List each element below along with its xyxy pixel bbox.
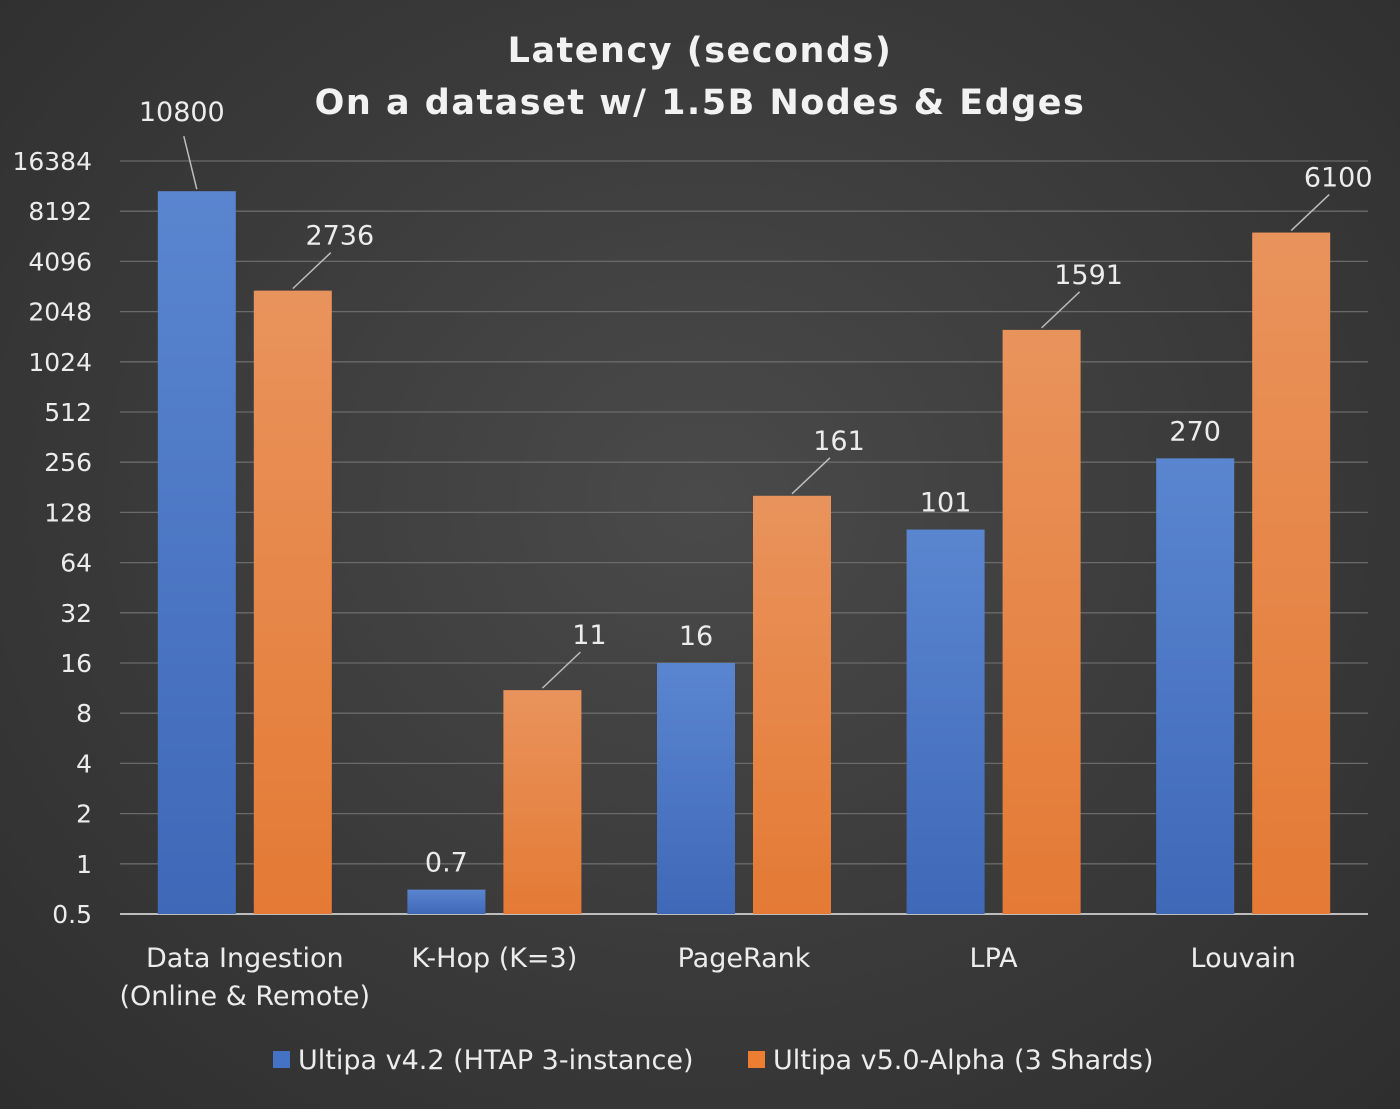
legend: Ultipa v4.2 (HTAP 3-instance) Ultipa v5.0… <box>273 1045 1154 1076</box>
y-tick-label: 128 <box>44 498 92 527</box>
y-tick-label: 256 <box>44 448 92 477</box>
chart-title-line-2: On a dataset w/ 1.5B Nodes & Edges <box>315 83 1086 123</box>
legend-label-orange: Ultipa v5.0-Alpha (3 Shards) <box>773 1045 1154 1076</box>
bar-blue-4 <box>906 529 985 914</box>
data-label-leader <box>183 136 198 190</box>
y-tick-label: 16384 <box>12 147 92 176</box>
chart-title-line-1: Latency (seconds) <box>508 31 893 71</box>
bar-blue-5 <box>1156 458 1235 914</box>
data-label-leader <box>1041 291 1081 329</box>
bar-orange-5 <box>1252 232 1331 914</box>
category-label-1: Data Ingestion <box>146 943 344 974</box>
data-label-blue-1: 10800 <box>139 97 225 128</box>
data-label-blue-2: 0.7 <box>425 848 468 879</box>
y-tick-label: 64 <box>60 549 92 578</box>
data-label-orange-5: 6100 <box>1304 163 1373 194</box>
data-label-orange-2: 11 <box>572 620 606 651</box>
data-label-blue-5: 270 <box>1169 416 1221 447</box>
y-tick-label: 1 <box>76 850 92 879</box>
data-label-blue-4: 101 <box>920 488 972 519</box>
bar-orange-2 <box>503 690 582 914</box>
data-label-orange-1: 2736 <box>305 221 374 252</box>
data-label-leader <box>292 252 332 290</box>
bar-orange-4 <box>1002 329 1081 914</box>
y-tick-label: 4096 <box>28 247 92 276</box>
category-label-2: K-Hop (K=3) <box>412 943 578 974</box>
legend-swatch-blue <box>273 1051 290 1068</box>
y-tick-label: 8192 <box>28 197 92 226</box>
data-labels: 10800 2736 0.7 11 16 161 101 1591 270 6100 <box>139 97 1373 878</box>
data-label-leader <box>541 651 581 689</box>
y-tick-label: 512 <box>44 398 92 427</box>
bar-blue-2 <box>407 889 486 914</box>
category-label-5: Louvain <box>1191 943 1296 974</box>
y-tick-label: 16 <box>60 649 92 678</box>
y-tick-label: 4 <box>76 749 92 778</box>
bar-orange-1 <box>253 290 332 915</box>
y-tick-label: 32 <box>60 599 92 628</box>
category-label-4: LPA <box>970 943 1019 974</box>
legend-swatch-orange <box>748 1051 765 1068</box>
data-label-leader <box>791 457 831 495</box>
legend-label-blue: Ultipa v4.2 (HTAP 3-instance) <box>298 1045 694 1076</box>
data-label-leader <box>1290 194 1330 232</box>
data-label-orange-3: 161 <box>813 426 865 457</box>
y-tick-label: 8 <box>76 699 92 728</box>
category-label-1: (Online & Remote) <box>120 981 371 1012</box>
y-tick-label: 1024 <box>28 348 92 377</box>
y-tick-label: 2048 <box>28 298 92 327</box>
bars <box>157 191 1331 915</box>
y-tick-label: 0.5 <box>52 900 92 929</box>
y-axis-tick-labels: 0.5 1 2 4 8 16 32 64 128 256 512 1024 2048 4096 8192 16… <box>12 147 92 929</box>
bar-blue-3 <box>657 663 735 914</box>
chart-title: Latency (seconds) On a dataset w/ 1.5B No… <box>315 31 1086 123</box>
bar-blue-1 <box>157 191 236 915</box>
data-label-orange-4: 1591 <box>1054 260 1123 291</box>
category-label-3: PageRank <box>678 943 811 974</box>
bar-orange-3 <box>753 495 831 914</box>
data-label-blue-3: 16 <box>679 621 713 652</box>
y-tick-label: 2 <box>76 800 92 829</box>
x-axis-category-labels: Data Ingestion (Online & Remote) K-Hop (K=… <box>120 943 1296 1012</box>
